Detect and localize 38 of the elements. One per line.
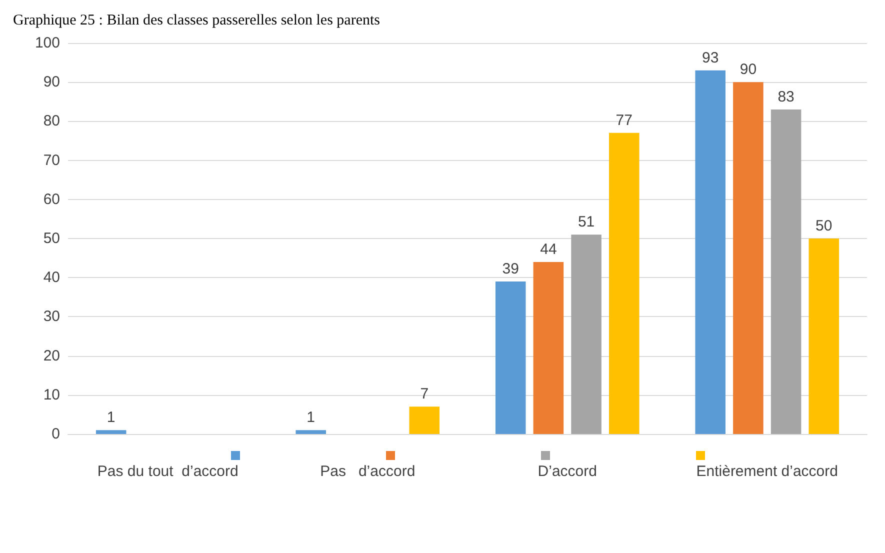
bar — [533, 262, 564, 434]
y-tick-label: 90 — [43, 74, 60, 91]
data-label: 50 — [816, 218, 832, 234]
y-tick-label: 30 — [43, 308, 60, 326]
data-label: 1 — [306, 409, 316, 426]
y-tick-label: 40 — [43, 269, 60, 286]
bar — [695, 70, 726, 434]
y-tick-label: 20 — [43, 347, 60, 364]
bar — [296, 430, 326, 434]
y-tick-label: 100 — [34, 34, 60, 52]
data-label: 83 — [778, 88, 794, 106]
y-tick-label: 50 — [43, 230, 60, 247]
bar — [808, 238, 840, 434]
y-tick-label: 10 — [43, 386, 60, 404]
y-tick-label: 60 — [43, 190, 60, 208]
data-label: 77 — [616, 112, 632, 129]
bar — [409, 406, 440, 434]
bar — [733, 82, 764, 434]
y-tick-label: 70 — [43, 152, 60, 169]
data-label: 39 — [502, 260, 519, 278]
bar — [571, 234, 602, 434]
y-tick-label: 0 — [52, 426, 60, 442]
x-tick-label: Entièrement d’accord — [696, 463, 838, 480]
data-label: 44 — [540, 240, 557, 258]
data-label: 1 — [106, 409, 116, 426]
data-label: 51 — [578, 214, 595, 231]
data-label: 93 — [702, 49, 719, 66]
x-tick-label: Pas du tout d’accord — [97, 463, 238, 480]
chart-title: Graphique 25 : Bilan des classes passerelles selon les parents — [13, 12, 380, 28]
bar — [96, 430, 126, 434]
bar — [770, 109, 802, 434]
data-label: 7 — [420, 386, 429, 403]
x-tick-label: D’accord — [538, 463, 597, 480]
bar — [609, 132, 640, 434]
bar — [495, 282, 526, 434]
data-label: 90 — [740, 61, 757, 78]
y-tick-label: 80 — [43, 112, 60, 130]
x-tick-label: Pas d’accord — [320, 463, 416, 480]
